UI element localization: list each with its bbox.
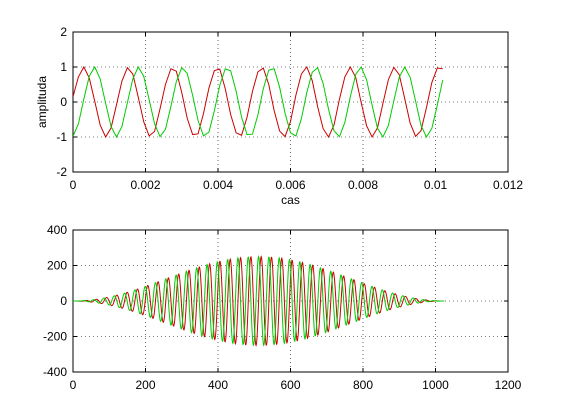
y-tick-label: -1 xyxy=(56,130,67,144)
chart-top: 0 0.002 0.004 0.006 0.008 0.01 0.012 -2 -1 0 1 2 cas… xyxy=(35,25,523,207)
x-tick-label: 600 xyxy=(280,378,300,392)
series-line-red xyxy=(73,255,445,347)
series-line-green xyxy=(73,65,444,139)
y-tick-label: 400 xyxy=(47,223,67,237)
x-tick-label: 0.01 xyxy=(424,178,448,192)
x-tick-label: 0.002 xyxy=(130,178,160,192)
y-tick-label: -2 xyxy=(56,165,67,179)
x-tick-label: 400 xyxy=(208,378,228,392)
y-tick-label: 0 xyxy=(60,294,67,308)
series-line-red xyxy=(73,65,443,139)
y-tick-label: 0 xyxy=(60,95,67,109)
x-tick-label: 200 xyxy=(135,378,155,392)
x-axis-label: cas xyxy=(281,193,300,207)
y-tick-label: 2 xyxy=(60,25,67,39)
x-tick-label: 0.008 xyxy=(348,178,378,192)
series-line-green xyxy=(73,255,445,347)
x-tick-label: 0 xyxy=(70,178,77,192)
x-tick-label: 0.006 xyxy=(275,178,305,192)
y-axis-label: amplituda xyxy=(35,76,49,128)
y-tick-label: -200 xyxy=(43,330,67,344)
y-tick-label: 1 xyxy=(60,60,67,74)
x-tick-label: 0 xyxy=(70,378,77,392)
y-tick-label: -400 xyxy=(43,365,67,379)
x-tick-label: 800 xyxy=(353,378,373,392)
y-tick-label: 200 xyxy=(47,259,67,273)
x-tick-label: 0.012 xyxy=(493,178,523,192)
x-tick-label: 0.004 xyxy=(203,178,233,192)
chart-bottom: 0 200 400 600 800 1000 1200 -400 -200 0 200 400 xyxy=(43,223,522,392)
x-tick-label: 1200 xyxy=(495,378,522,392)
x-tick-label: 1000 xyxy=(422,378,449,392)
